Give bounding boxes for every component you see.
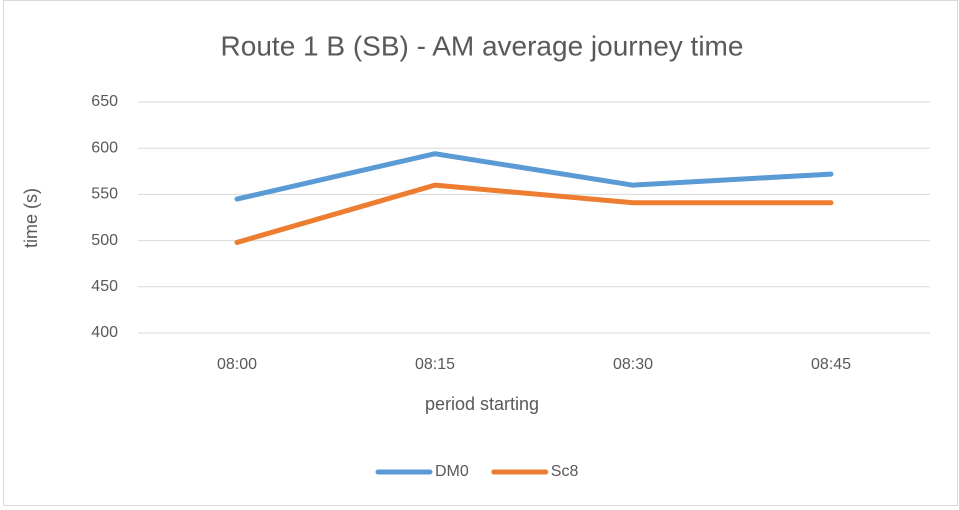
legend-label: DM0 bbox=[435, 463, 469, 480]
series-line bbox=[234, 151, 834, 202]
y-tick-label: 650 bbox=[91, 93, 118, 110]
y-tick-label: 600 bbox=[91, 139, 118, 156]
legend-label: Sc8 bbox=[551, 463, 579, 480]
y-tick-label: 500 bbox=[91, 232, 118, 249]
x-tick-label: 08:45 bbox=[811, 356, 851, 373]
chart-title: Route 1 B (SB) - AM average journey time bbox=[221, 30, 744, 61]
x-tick-label: 08:15 bbox=[415, 356, 455, 373]
series-line bbox=[234, 182, 834, 245]
chart-border bbox=[3, 0, 958, 506]
x-tick-label: 08:30 bbox=[613, 356, 653, 373]
x-tick-label: 08:00 bbox=[217, 356, 257, 373]
y-tick-label: 550 bbox=[91, 186, 118, 203]
x-axis-title: period starting bbox=[425, 394, 539, 414]
y-tick-label: 450 bbox=[91, 278, 118, 295]
y-axis-title: time (s) bbox=[21, 188, 41, 248]
y-tick-label: 400 bbox=[91, 324, 118, 341]
